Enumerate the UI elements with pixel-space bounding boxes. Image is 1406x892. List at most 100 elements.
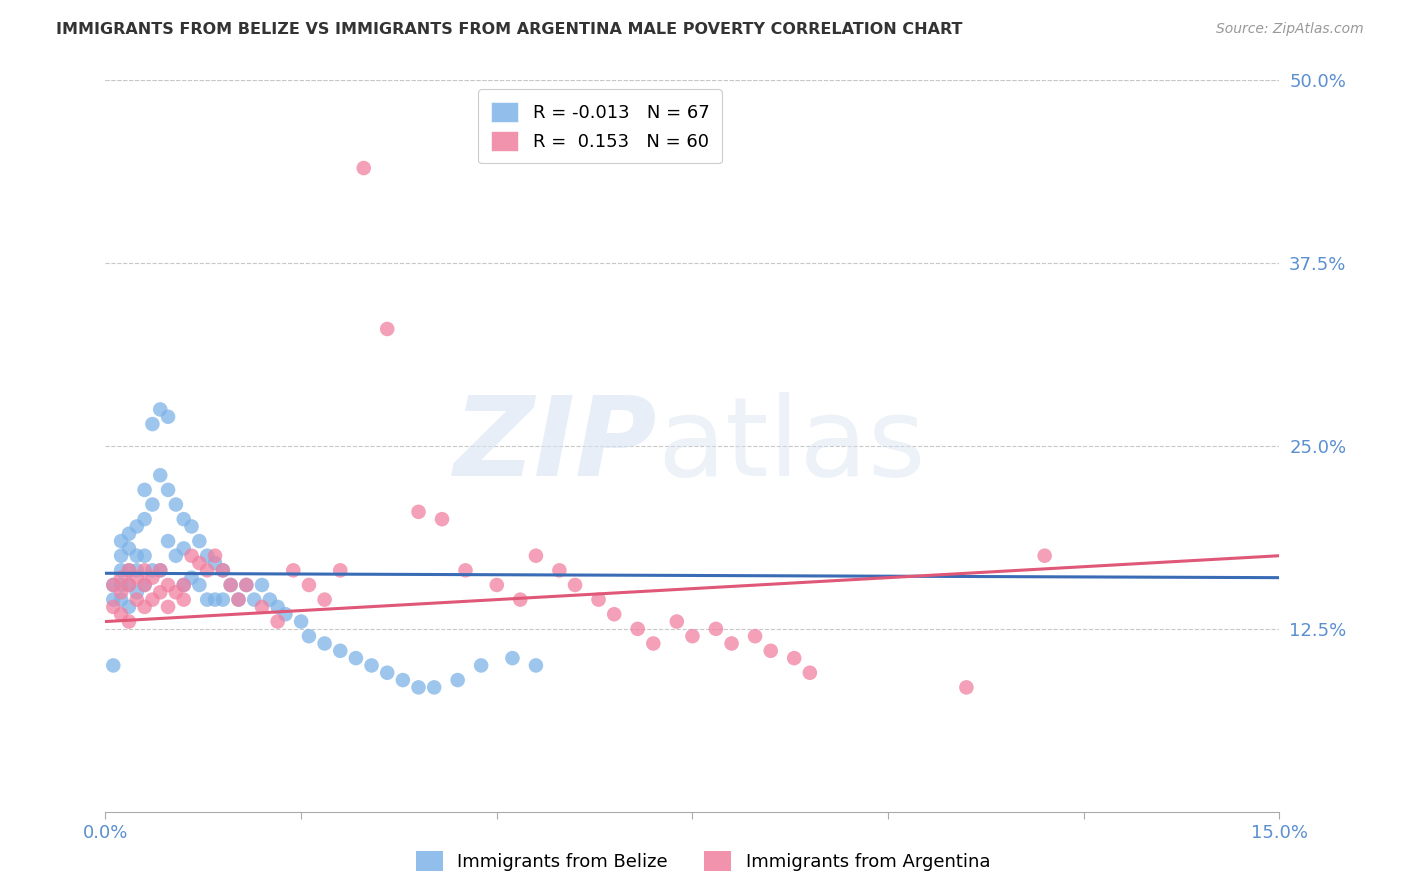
Point [110, 549, 132, 563]
Point [329, 563, 352, 577]
Point [188, 578, 211, 592]
Legend: Immigrants from Belize, Immigrants from Argentina: Immigrants from Belize, Immigrants from … [409, 844, 997, 879]
Point [524, 658, 547, 673]
Point [110, 563, 132, 577]
Point [392, 673, 415, 687]
Point [524, 549, 547, 563]
Point [501, 651, 523, 665]
Point [643, 636, 665, 650]
Point [110, 578, 132, 592]
Point [118, 615, 141, 629]
Point [470, 658, 492, 673]
Point [180, 519, 202, 533]
Point [141, 571, 163, 585]
Text: IMMIGRANTS FROM BELIZE VS IMMIGRANTS FROM ARGENTINA MALE POVERTY CORRELATION CHA: IMMIGRANTS FROM BELIZE VS IMMIGRANTS FRO… [56, 22, 963, 37]
Point [211, 563, 233, 577]
Point [157, 409, 180, 424]
Point [110, 571, 132, 585]
Point [149, 585, 172, 599]
Point [446, 673, 468, 687]
Point [314, 592, 336, 607]
Point [165, 498, 187, 512]
Point [266, 615, 288, 629]
Point [118, 599, 141, 614]
Point [173, 578, 195, 592]
Point [799, 665, 821, 680]
Point [173, 578, 195, 592]
Point [665, 615, 688, 629]
Point [173, 512, 195, 526]
Point [125, 571, 148, 585]
Point [110, 607, 132, 622]
Point [228, 592, 250, 607]
Point [375, 665, 398, 680]
Point [141, 417, 163, 431]
Point [243, 592, 266, 607]
Point [103, 599, 125, 614]
Point [1033, 549, 1056, 563]
Point [204, 556, 226, 570]
Point [157, 483, 180, 497]
Point [125, 585, 148, 599]
Point [375, 322, 398, 336]
Point [408, 681, 430, 695]
Point [290, 615, 312, 629]
Point [118, 526, 141, 541]
Point [165, 549, 187, 563]
Point [720, 636, 742, 650]
Point [704, 622, 727, 636]
Point [548, 563, 571, 577]
Point [125, 519, 148, 533]
Point [195, 549, 218, 563]
Point [188, 534, 211, 549]
Point [228, 592, 250, 607]
Point [180, 571, 202, 585]
Point [266, 599, 288, 614]
Point [509, 592, 531, 607]
Point [454, 563, 477, 577]
Point [134, 578, 156, 592]
Point [157, 599, 180, 614]
Text: atlas: atlas [657, 392, 925, 500]
Point [408, 505, 430, 519]
Point [627, 622, 650, 636]
Point [219, 578, 242, 592]
Point [430, 512, 453, 526]
Point [118, 578, 141, 592]
Point [195, 563, 218, 577]
Text: Source: ZipAtlas.com: Source: ZipAtlas.com [1216, 22, 1364, 37]
Point [141, 592, 163, 607]
Point [204, 592, 226, 607]
Point [157, 578, 180, 592]
Point [118, 541, 141, 556]
Point [259, 592, 281, 607]
Point [188, 556, 211, 570]
Point [274, 607, 297, 622]
Point [485, 578, 508, 592]
Point [250, 578, 273, 592]
Point [103, 578, 125, 592]
Legend: R = -0.013   N = 67, R =  0.153   N = 60: R = -0.013 N = 67, R = 0.153 N = 60 [478, 89, 721, 163]
Point [211, 592, 233, 607]
Point [211, 563, 233, 577]
Point [141, 498, 163, 512]
Point [298, 578, 321, 592]
Point [360, 658, 382, 673]
Point [195, 592, 218, 607]
Point [344, 651, 367, 665]
Point [564, 578, 586, 592]
Text: ZIP: ZIP [454, 392, 657, 500]
Point [118, 578, 141, 592]
Point [134, 549, 156, 563]
Point [149, 402, 172, 417]
Point [125, 592, 148, 607]
Point [219, 578, 242, 592]
Point [283, 563, 305, 577]
Point [134, 483, 156, 497]
Point [173, 541, 195, 556]
Point [125, 563, 148, 577]
Point [204, 549, 226, 563]
Point [744, 629, 766, 643]
Point [955, 681, 977, 695]
Point [103, 578, 125, 592]
